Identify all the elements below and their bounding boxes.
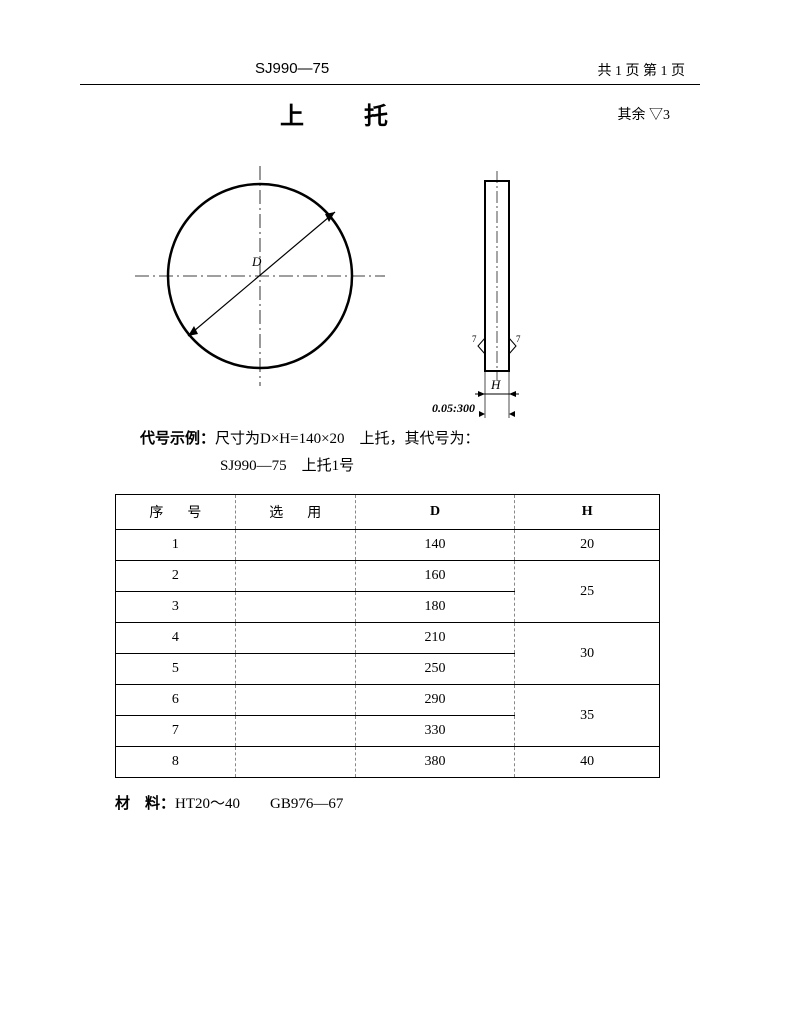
cell-opt [235,716,355,747]
spec-table-wrap: 序号 选用 D H 1 140 20 2 160 25 3 [115,494,660,778]
diameter-line [188,212,335,336]
cell-H: 25 [515,561,660,623]
surface-mark-right [509,338,516,354]
cell-seq: 1 [116,530,236,561]
surface-mark-right-num: 7 [516,334,521,344]
page-header: SJ990—75 共 1 页 第 1 页 [80,60,700,86]
col-opt: 选用 [235,495,355,530]
material-line: 材 料：HT20～40 GB976—67 [115,792,700,813]
cell-opt [235,685,355,716]
cell-seq: 8 [116,747,236,778]
surface-mark-left [478,338,485,354]
cell-seq: 2 [116,561,236,592]
cell-H: 30 [515,623,660,685]
example-line-2: SJ990—75 上托1号 [220,453,700,480]
cell-D: 330 [355,716,515,747]
tol-arrow-r [509,411,515,417]
cell-D: 250 [355,654,515,685]
cell-seq: 7 [116,716,236,747]
surface-mark-left-num: 7 [472,334,477,344]
technical-drawing: D 7 7 H 0.05:300 [80,146,700,406]
cell-D: 140 [355,530,515,561]
col-seq: 序号 [116,495,236,530]
cell-opt [235,592,355,623]
spec-table: 序号 选用 D H 1 140 20 2 160 25 3 [115,494,660,778]
header-rule [80,84,700,85]
cell-seq: 5 [116,654,236,685]
cell-opt [235,561,355,592]
cell-seq: 3 [116,592,236,623]
h-label: H [490,377,501,392]
arrow-d1 [188,326,198,336]
page-number: 共 1 页 第 1 页 [598,60,686,80]
title-row: 上托 其余 ▽3 [80,92,700,140]
cell-D: 160 [355,561,515,592]
material-label: 材 料： [115,796,175,812]
table-row: 8 380 40 [116,747,660,778]
cell-D: 210 [355,623,515,654]
cell-seq: 6 [116,685,236,716]
table-row: 4 210 30 [116,623,660,654]
tol-arrow-l [479,411,485,417]
col-H: H [515,495,660,530]
material-spec1: HT20～40 [175,796,240,812]
cell-opt [235,623,355,654]
surface-finish-note: 其余 ▽3 [618,104,671,124]
page-title: 上托 [280,96,448,131]
cell-seq: 4 [116,623,236,654]
diameter-label: D [251,254,262,269]
cell-opt [235,654,355,685]
h-arrow-r [509,391,516,397]
cell-H: 20 [515,530,660,561]
col-D: D [355,495,515,530]
table-row: 2 160 25 [116,561,660,592]
h-arrow-l [478,391,485,397]
example-line-1: 代号示例：尺寸为D×H=140×20 上托，其代号为： [140,426,700,453]
example-prefix: 代号示例： [140,431,215,447]
table-header-row: 序号 选用 D H [116,495,660,530]
tolerance-label: 0.05:300 [432,401,475,415]
cell-opt [235,747,355,778]
material-spec2: GB976—67 [270,796,343,812]
cell-opt [235,530,355,561]
cell-D: 380 [355,747,515,778]
standard-code: SJ990—75 [255,60,329,77]
code-example: 代号示例：尺寸为D×H=140×20 上托，其代号为： SJ990—75 上托1… [140,426,700,480]
table-row: 6 290 35 [116,685,660,716]
cell-H: 35 [515,685,660,747]
table-row: 1 140 20 [116,530,660,561]
example-text-1: 尺寸为D×H=140×20 上托，其代号为： [215,431,480,447]
drawing-svg: D 7 7 H 0.05:300 [80,146,640,426]
cell-D: 180 [355,592,515,623]
cell-H: 40 [515,747,660,778]
cell-D: 290 [355,685,515,716]
